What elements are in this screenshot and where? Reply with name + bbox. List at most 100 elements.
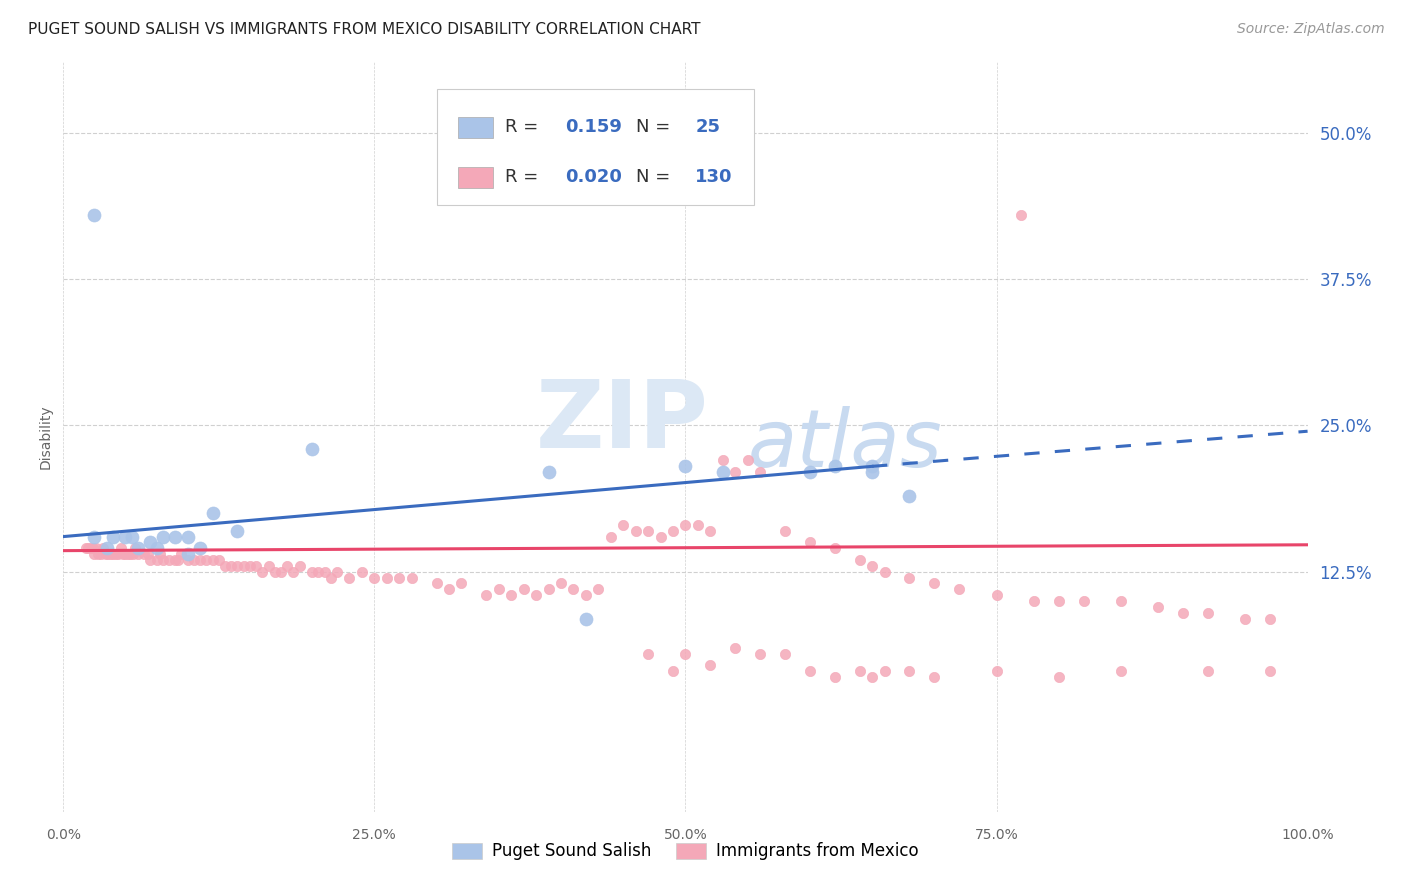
Point <box>848 553 870 567</box>
Text: R =: R = <box>505 169 544 186</box>
Point <box>488 582 510 597</box>
Point <box>773 647 796 661</box>
Text: N =: N = <box>636 169 676 186</box>
Point <box>637 647 659 661</box>
Point <box>662 524 685 538</box>
FancyBboxPatch shape <box>458 117 492 137</box>
Point <box>675 459 697 474</box>
Point <box>848 664 870 678</box>
Point <box>114 547 136 561</box>
Point <box>773 524 796 538</box>
Point <box>107 547 129 561</box>
Point <box>599 530 621 544</box>
Point <box>208 553 231 567</box>
Point <box>860 558 883 573</box>
Point <box>860 465 883 479</box>
Point <box>1109 664 1132 678</box>
Point <box>637 524 659 538</box>
Text: PUGET SOUND SALISH VS IMMIGRANTS FROM MEXICO DISABILITY CORRELATION CHART: PUGET SOUND SALISH VS IMMIGRANTS FROM ME… <box>28 22 700 37</box>
Point <box>1073 594 1095 608</box>
Point <box>165 553 187 567</box>
Point <box>1258 611 1281 625</box>
Y-axis label: Disability: Disability <box>38 405 52 469</box>
Point <box>122 547 145 561</box>
Point <box>166 553 188 567</box>
Point <box>1047 670 1070 684</box>
Point <box>276 558 298 573</box>
Point <box>724 465 747 479</box>
Point <box>91 541 114 556</box>
Point <box>799 664 821 678</box>
Point <box>575 588 598 602</box>
Point <box>177 530 200 544</box>
Point <box>699 524 721 538</box>
Legend: Puget Sound Salish, Immigrants from Mexico: Puget Sound Salish, Immigrants from Mexi… <box>446 836 925 867</box>
Point <box>662 664 685 678</box>
Point <box>127 541 149 556</box>
Point <box>83 530 105 544</box>
Point <box>84 541 107 556</box>
Point <box>104 547 127 561</box>
Point <box>501 588 523 602</box>
Point <box>263 565 285 579</box>
Point <box>1022 594 1045 608</box>
Point <box>924 576 946 591</box>
Text: 0.020: 0.020 <box>565 169 621 186</box>
Point <box>124 541 146 556</box>
Point <box>188 553 211 567</box>
Point <box>1047 594 1070 608</box>
Point <box>152 530 174 544</box>
Point <box>1197 606 1219 620</box>
Point <box>1234 611 1257 625</box>
Point <box>117 547 139 561</box>
Point <box>524 588 547 602</box>
Point <box>257 558 280 573</box>
Point <box>120 547 142 561</box>
Point <box>388 571 411 585</box>
Point <box>97 547 120 561</box>
Point <box>1109 594 1132 608</box>
Text: R =: R = <box>505 118 544 136</box>
Point <box>101 547 124 561</box>
Point <box>624 524 647 538</box>
Point <box>898 571 921 585</box>
Point <box>87 547 110 561</box>
Point <box>1173 606 1195 620</box>
Point <box>686 517 709 532</box>
Point <box>94 547 117 561</box>
Point <box>110 541 132 556</box>
Point <box>301 565 323 579</box>
Point <box>749 647 772 661</box>
Point <box>1197 664 1219 678</box>
Text: 0.159: 0.159 <box>565 118 621 136</box>
Point <box>319 571 342 585</box>
Text: 130: 130 <box>696 169 733 186</box>
Point <box>562 582 585 597</box>
Point <box>339 571 361 585</box>
Text: Source: ZipAtlas.com: Source: ZipAtlas.com <box>1237 22 1385 37</box>
Point <box>1258 664 1281 678</box>
Point <box>314 565 336 579</box>
Point <box>134 547 156 561</box>
Point <box>363 571 385 585</box>
Point <box>170 547 193 561</box>
Point <box>283 565 305 579</box>
Point <box>860 670 883 684</box>
Point <box>83 547 105 561</box>
Point <box>139 535 162 549</box>
Point <box>219 558 242 573</box>
Point <box>873 664 896 678</box>
Point <box>100 547 122 561</box>
Point <box>270 565 292 579</box>
Point <box>127 547 149 561</box>
Point <box>475 588 498 602</box>
Point <box>512 582 534 597</box>
Point <box>537 465 560 479</box>
Point <box>188 541 211 556</box>
Point <box>145 553 167 567</box>
Point <box>165 530 187 544</box>
Point <box>83 208 105 222</box>
Point <box>239 558 262 573</box>
Point <box>114 530 136 544</box>
Point <box>924 670 946 684</box>
